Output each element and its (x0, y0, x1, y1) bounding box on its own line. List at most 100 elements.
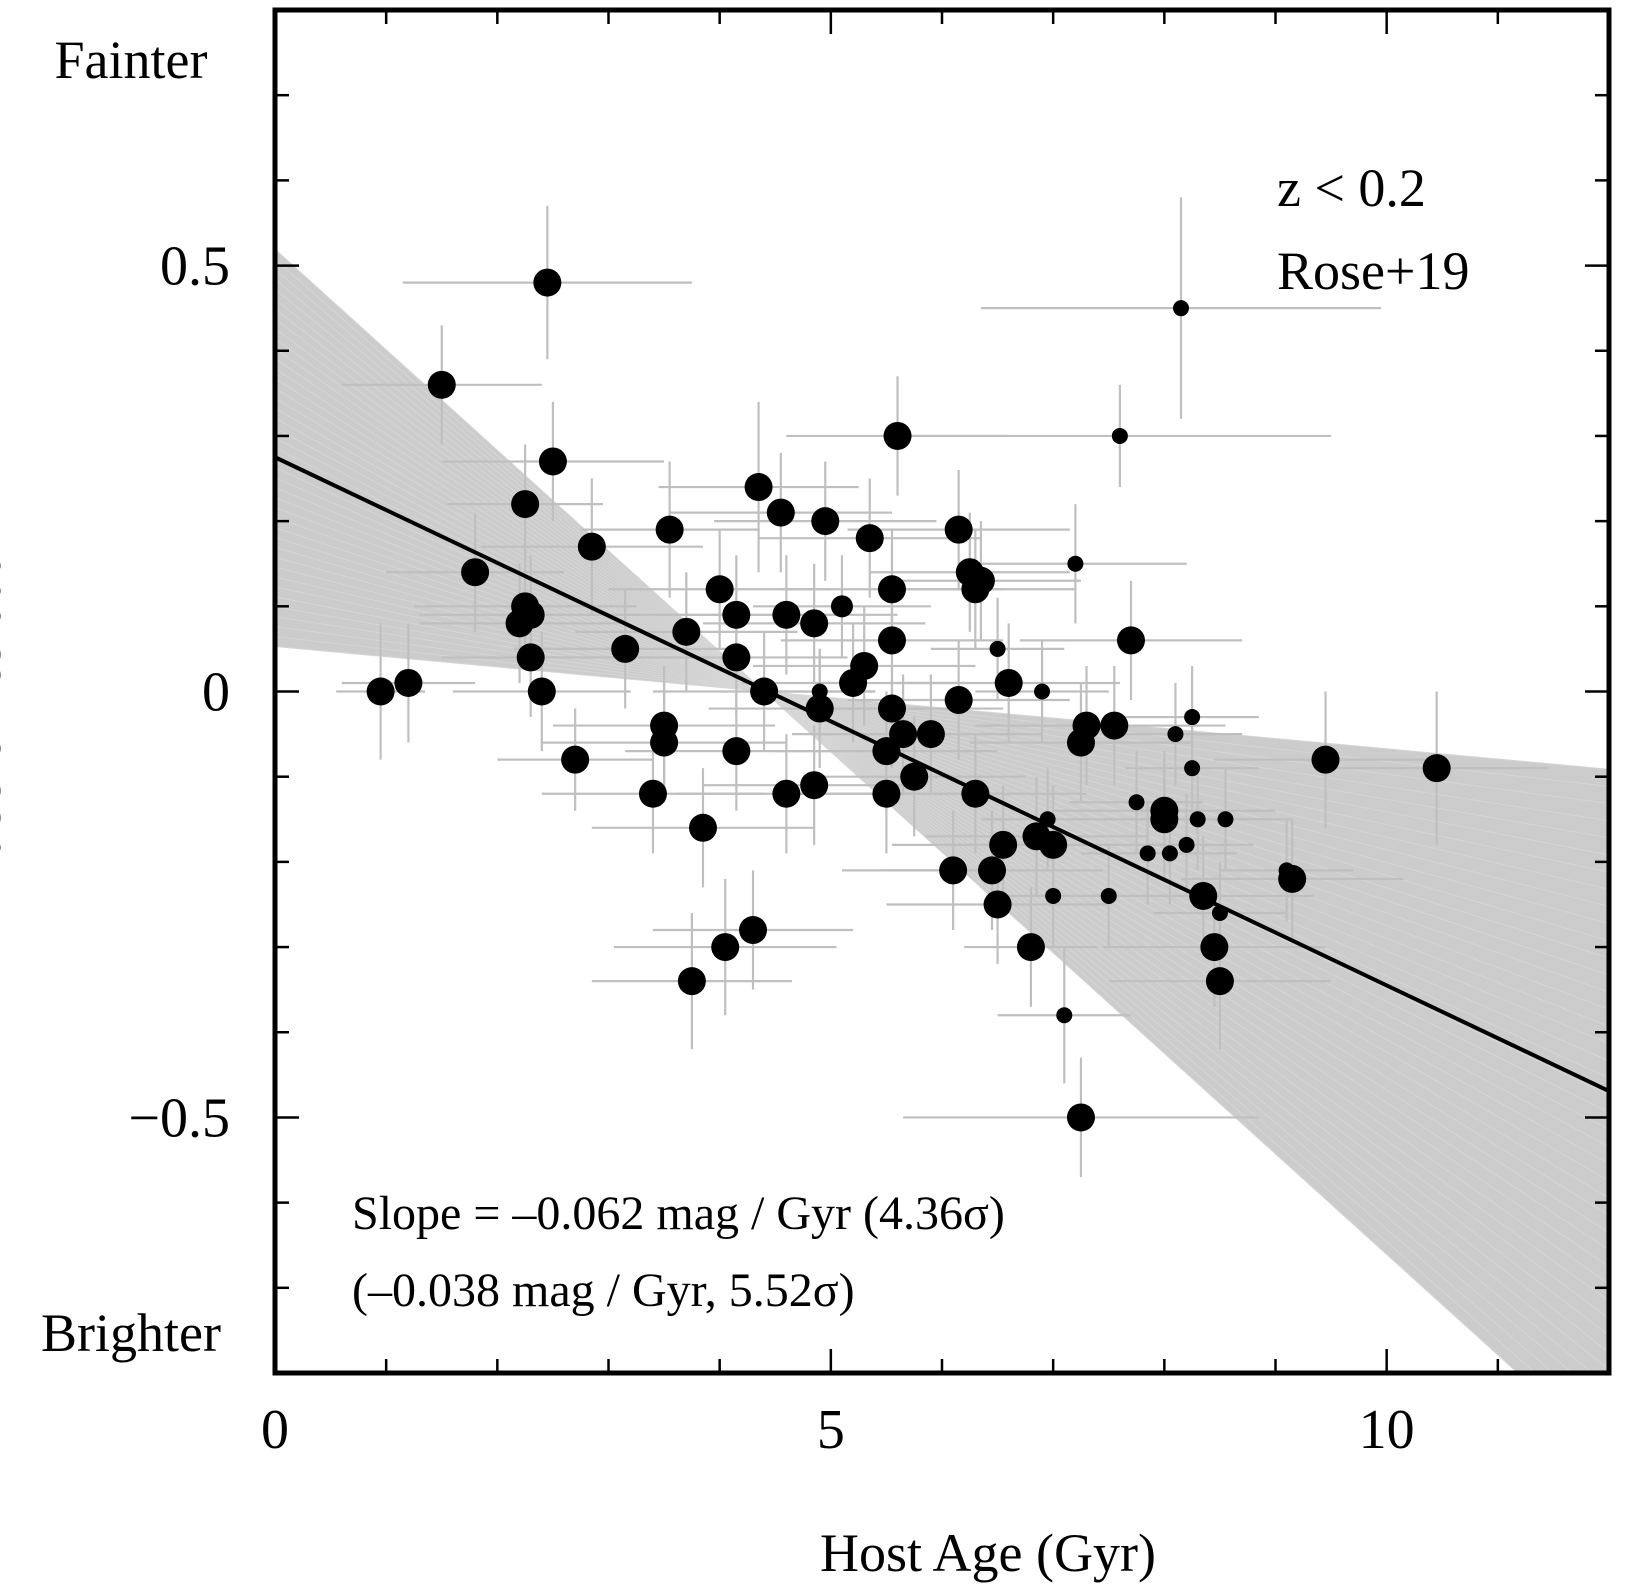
mcmc-sample-line (275, 497, 1609, 1028)
data-point (805, 694, 834, 723)
data-point (1111, 427, 1128, 444)
data-point (883, 421, 912, 450)
mcmc-sample-line (275, 546, 1609, 942)
data-point (983, 890, 1012, 919)
data-point (655, 515, 684, 544)
data-point (1200, 933, 1229, 962)
mcmc-sample-line (275, 487, 1609, 1045)
data-point (961, 779, 990, 808)
mcmc-sample-line (275, 318, 1609, 1336)
data-point (1056, 1007, 1073, 1024)
data-point (1167, 726, 1184, 743)
data-point (705, 575, 734, 604)
data-point (800, 771, 829, 800)
plot-area (275, 197, 1609, 1373)
data-point (978, 856, 1007, 885)
mcmc-sample-line (275, 626, 1609, 805)
data-point (994, 668, 1023, 697)
data-point (427, 370, 456, 399)
mcmc-sample-line (275, 606, 1609, 839)
data-point (511, 490, 540, 519)
data-points (366, 268, 1451, 1132)
data-point (877, 626, 906, 655)
data-point (850, 651, 879, 680)
data-point (772, 779, 801, 808)
data-point (1045, 887, 1062, 904)
data-point (739, 916, 768, 945)
data-point (1211, 904, 1228, 921)
y-tick-label: −0.5 (128, 1087, 230, 1149)
data-point (711, 933, 740, 962)
axis-tick-labels: 0 5 10 0.5 0 −0.5 (128, 236, 1414, 1461)
y-bottom-end-label: Brighter (41, 1303, 221, 1363)
data-point (900, 762, 929, 791)
data-point (1311, 745, 1340, 774)
y-top-end-label: Fainter (55, 30, 208, 90)
data-point (516, 643, 545, 672)
mcmc-sample-line (275, 338, 1609, 1302)
data-point (1189, 881, 1218, 910)
data-point (527, 677, 556, 706)
data-point (394, 668, 423, 697)
data-point (1205, 967, 1234, 996)
data-point (722, 600, 751, 629)
data-point (811, 507, 840, 536)
mcmc-sample-line (275, 636, 1609, 787)
data-point (1178, 836, 1195, 853)
data-point (989, 830, 1018, 859)
mcmc-sample-line (275, 477, 1609, 1062)
data-point (944, 515, 973, 544)
x-tick-label: 5 (817, 1399, 845, 1461)
data-point (750, 677, 779, 706)
data-point (889, 720, 918, 749)
mcmc-sample-line (275, 288, 1593, 1373)
mcmc-sample-line (275, 358, 1609, 1268)
data-point (1422, 754, 1451, 783)
mcmc-sample-line (275, 516, 1609, 993)
data-point (877, 694, 906, 723)
mcmc-sample-line (275, 387, 1609, 1216)
mcmc-sample-line (275, 417, 1609, 1165)
data-point (1100, 711, 1129, 740)
x-axis-label: Host Age (Gyr) (820, 1523, 1156, 1583)
data-point (722, 643, 751, 672)
mcmc-posterior-band (275, 248, 1609, 1373)
data-point (577, 532, 606, 561)
axis-ticks (275, 10, 1609, 1373)
data-point (1139, 845, 1156, 862)
data-point (1100, 887, 1117, 904)
data-point (672, 617, 701, 646)
data-point (966, 566, 995, 595)
data-point (1039, 811, 1056, 828)
data-point (611, 634, 640, 663)
mcmc-sample-line (275, 298, 1609, 1371)
mcmc-sample-line (275, 437, 1609, 1130)
data-point (944, 686, 973, 715)
data-point (872, 779, 901, 808)
y-tick-label: 0.5 (160, 236, 230, 298)
mcmc-sample-line (275, 367, 1609, 1250)
mcmc-sample-line (275, 616, 1609, 822)
mcmc-sample-line (275, 328, 1609, 1319)
data-point (939, 856, 968, 885)
mcmc-sample-line (275, 308, 1609, 1353)
data-point (533, 268, 562, 297)
mcmc-sample-line (275, 258, 1536, 1373)
data-point (772, 600, 801, 629)
mcmc-sample-line (275, 506, 1609, 1010)
mcmc-sample-line (275, 397, 1609, 1199)
data-point (561, 745, 590, 774)
mcmc-sample-line (275, 278, 1574, 1373)
data-point (1066, 1103, 1095, 1132)
alt-slope-annotation: (–0.038 mag / Gyr, 5.52σ) (352, 1264, 855, 1317)
x-tick-label: 10 (1359, 1399, 1415, 1461)
data-point (1278, 864, 1307, 893)
data-point (461, 558, 490, 587)
data-point (538, 447, 567, 476)
best-fit-line (275, 455, 1609, 1093)
data-point (650, 728, 679, 757)
data-point (1128, 794, 1145, 811)
data-point (877, 575, 906, 604)
data-point (1072, 711, 1101, 740)
